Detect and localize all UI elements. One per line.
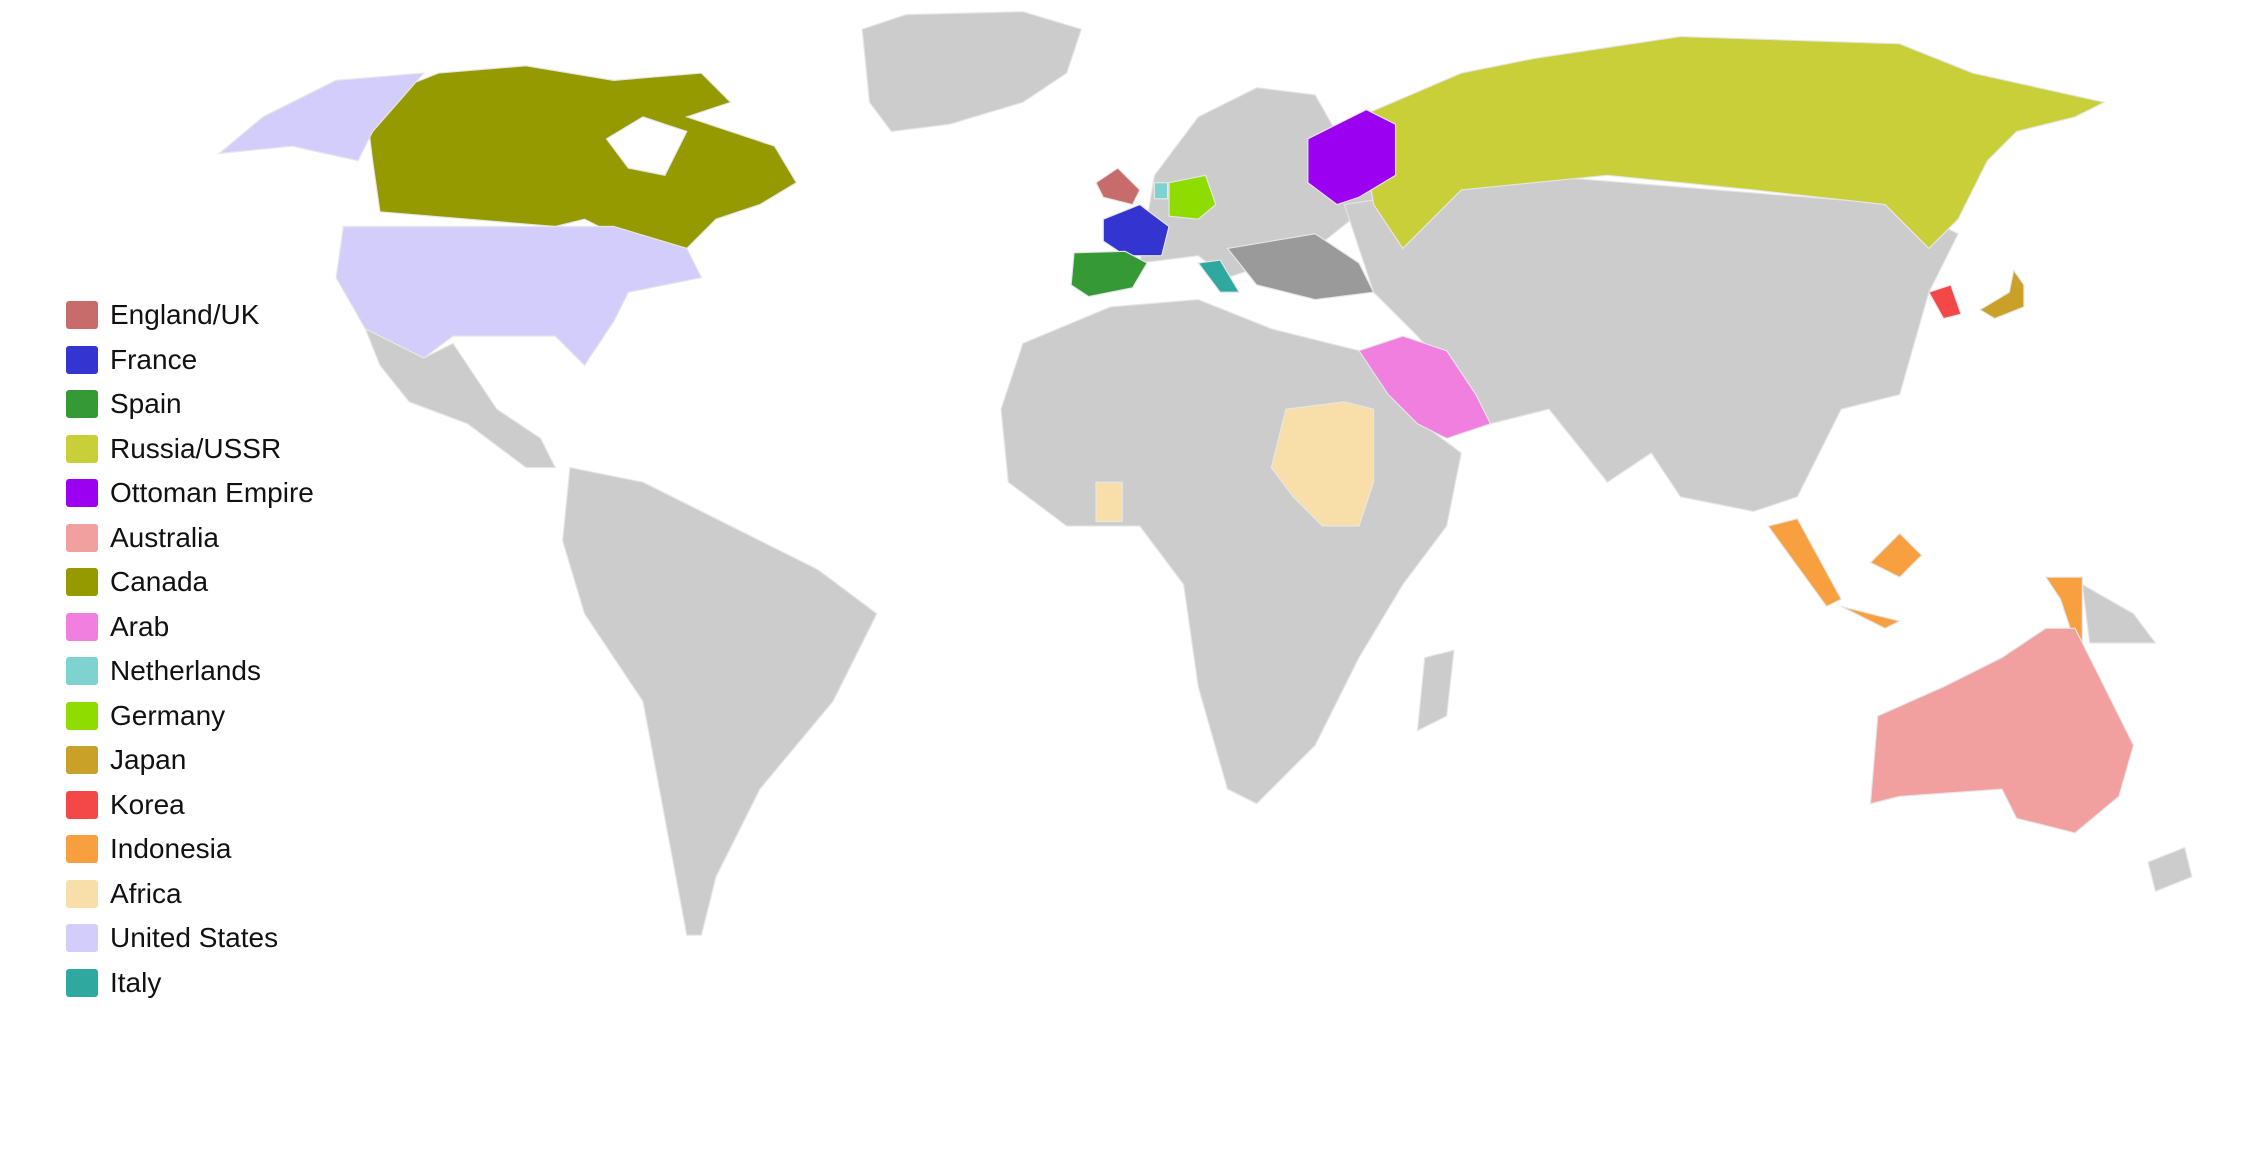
legend-item-africa: Africa bbox=[66, 872, 314, 917]
legend-label: Japan bbox=[110, 744, 187, 776]
region-korea bbox=[1928, 284, 1962, 320]
legend-swatch bbox=[66, 479, 98, 508]
legend-swatch bbox=[66, 924, 98, 953]
legend-item-italy: Italy bbox=[66, 961, 314, 1006]
legend-item-germany: Germany bbox=[66, 694, 314, 739]
legend-swatch bbox=[66, 835, 98, 864]
legend: England/UK France Spain Russia/USSR Ottoman … bbox=[66, 293, 314, 1005]
legend-label: Spain bbox=[110, 388, 182, 420]
legend-item-arab: Arab bbox=[66, 605, 314, 650]
region-africa-sudan bbox=[1270, 401, 1375, 527]
madagascar bbox=[1416, 649, 1455, 732]
legend-swatch bbox=[66, 746, 98, 775]
legend-item-spain: Spain bbox=[66, 382, 314, 427]
region-uk bbox=[1095, 167, 1141, 206]
region-spain bbox=[1070, 250, 1148, 298]
region-africa-ghana bbox=[1095, 481, 1123, 523]
legend-label: France bbox=[110, 343, 198, 375]
legend-item-australia: Australia bbox=[66, 516, 314, 561]
legend-swatch bbox=[66, 701, 98, 730]
legend-label: Africa bbox=[110, 877, 182, 909]
new-zealand bbox=[2147, 846, 2193, 893]
south-america bbox=[562, 466, 878, 936]
legend-swatch bbox=[66, 568, 98, 597]
balkans-turkey bbox=[1226, 233, 1375, 301]
region-indonesia-java bbox=[1840, 605, 1902, 629]
legend-item-uk: England/UK bbox=[66, 293, 314, 338]
legend-swatch bbox=[66, 968, 98, 997]
legend-label: Ottoman Empire bbox=[110, 477, 314, 509]
legend-label: Germany bbox=[110, 699, 226, 731]
hudson-bay bbox=[605, 116, 688, 177]
legend-label: England/UK bbox=[110, 299, 260, 331]
region-indonesia-sumatra bbox=[1767, 518, 1843, 608]
region-netherlands bbox=[1153, 182, 1169, 200]
legend-item-japan: Japan bbox=[66, 738, 314, 783]
legend-swatch bbox=[66, 434, 98, 463]
legend-swatch bbox=[66, 345, 98, 374]
legend-label: Netherlands bbox=[110, 655, 261, 687]
legend-label: Indonesia bbox=[110, 833, 232, 865]
region-ottoman bbox=[1307, 108, 1397, 206]
legend-swatch bbox=[66, 301, 98, 330]
region-canada bbox=[364, 65, 798, 250]
legend-swatch bbox=[66, 790, 98, 819]
legend-item-canada: Canada bbox=[66, 560, 314, 605]
region-arab bbox=[1358, 335, 1492, 440]
legend-label: Korea bbox=[110, 788, 185, 820]
region-france bbox=[1102, 203, 1170, 257]
legend-item-korea: Korea bbox=[66, 783, 314, 828]
legend-label: Italy bbox=[110, 966, 162, 998]
legend-label: Canada bbox=[110, 566, 209, 598]
region-us bbox=[335, 225, 703, 367]
legend-swatch bbox=[66, 879, 98, 908]
legend-label: Arab bbox=[110, 610, 170, 642]
legend-item-us: United States bbox=[66, 916, 314, 961]
new-guinea-east bbox=[2081, 583, 2157, 644]
legend-label: Russia/USSR bbox=[110, 432, 282, 464]
legend-label: Australia bbox=[110, 521, 219, 553]
region-japan bbox=[1978, 268, 2025, 320]
region-russia bbox=[1358, 35, 2106, 250]
legend-swatch bbox=[66, 523, 98, 552]
legend-swatch bbox=[66, 657, 98, 686]
legend-item-ottoman: Ottoman Empire bbox=[66, 471, 314, 516]
region-italy bbox=[1197, 259, 1241, 293]
greenland bbox=[861, 11, 1083, 133]
region-us-alaska bbox=[217, 72, 426, 162]
region-germany bbox=[1168, 174, 1217, 220]
legend-swatch bbox=[66, 390, 98, 419]
legend-item-russia: Russia/USSR bbox=[66, 427, 314, 472]
region-australia bbox=[1869, 627, 2135, 834]
legend-item-indonesia: Indonesia bbox=[66, 827, 314, 872]
region-indonesia-borneo bbox=[1869, 532, 1923, 578]
legend-label: United States bbox=[110, 922, 279, 954]
legend-item-france: France bbox=[66, 338, 314, 383]
legend-item-netherlands: Netherlands bbox=[66, 649, 314, 694]
mexico-central-america bbox=[364, 327, 557, 469]
legend-swatch bbox=[66, 612, 98, 641]
